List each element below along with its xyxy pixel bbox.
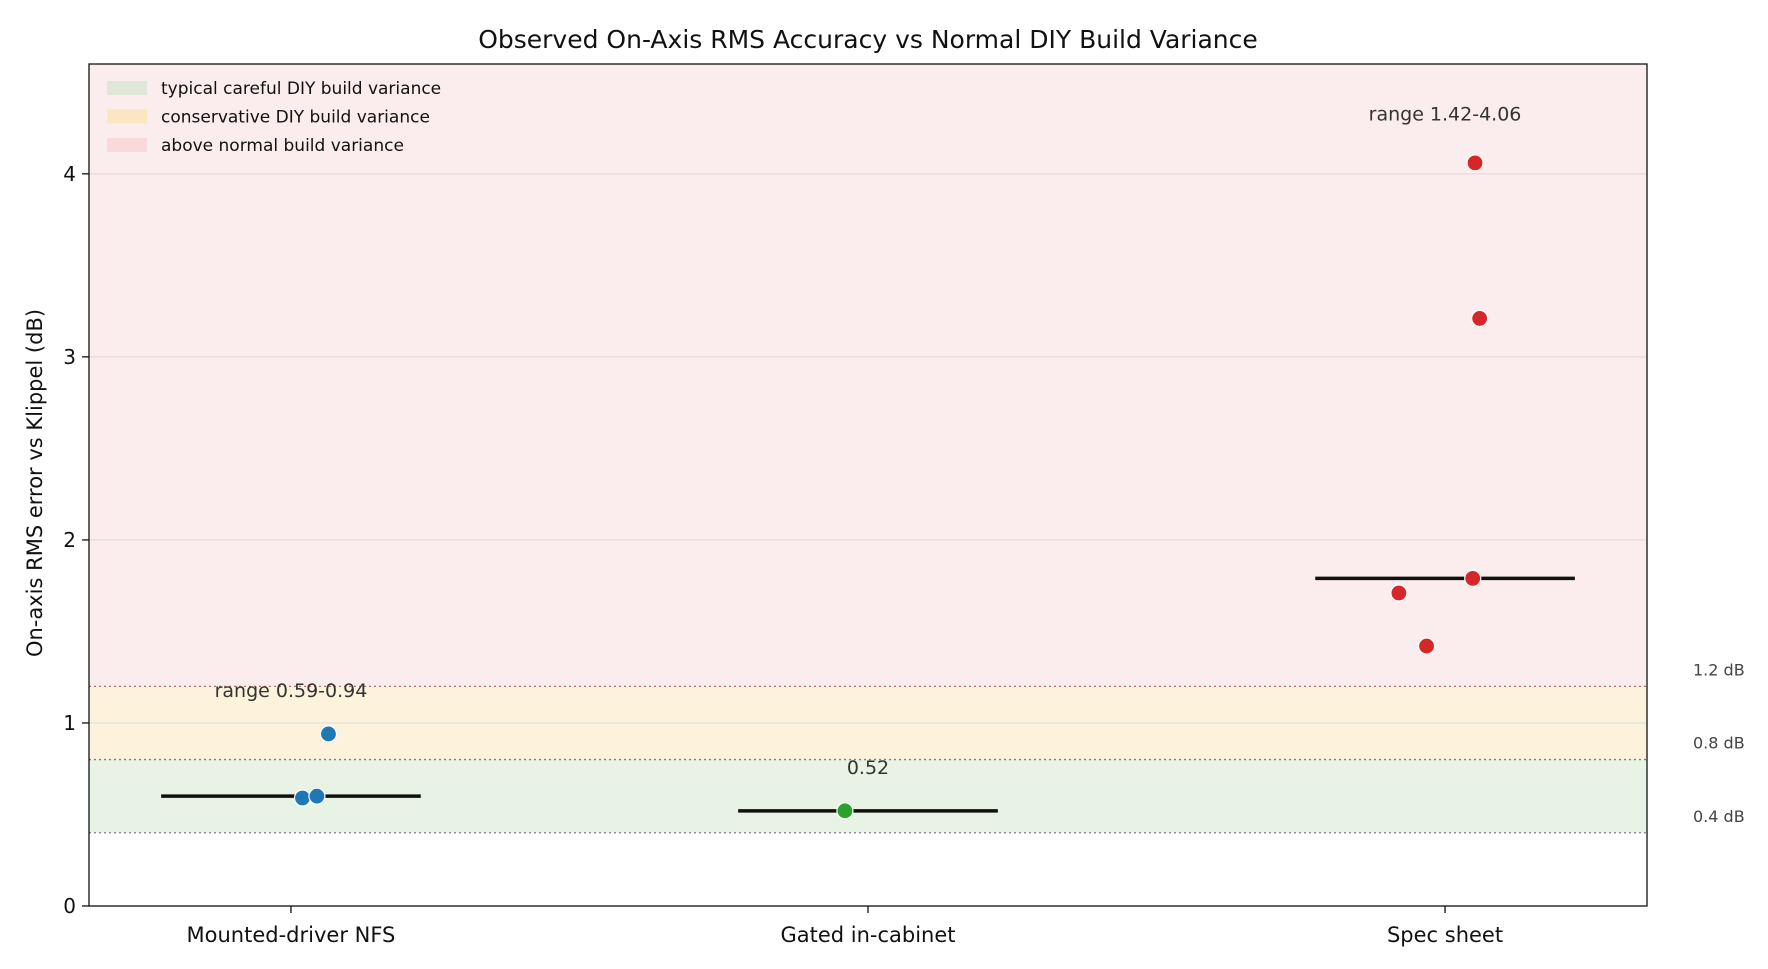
annotations: range 0.59-0.94 0.52 range 1.42-4.06 xyxy=(215,103,1522,778)
annotation: range 1.42-4.06 xyxy=(1369,103,1522,125)
threshold-label: 1.2 dB xyxy=(1693,660,1745,679)
data-points xyxy=(293,154,1489,820)
gridlines xyxy=(89,173,1647,724)
x-axis: Mounted-driver NFS Gated in-cabinet Spec s… xyxy=(187,906,1503,947)
annotation: 0.52 xyxy=(847,757,889,779)
median-lines xyxy=(161,576,1575,813)
y-tick-label: 2 xyxy=(63,528,76,552)
y-tick-label: 1 xyxy=(63,711,76,735)
legend-swatch xyxy=(107,138,147,152)
legend: typical careful DIY build variance conser… xyxy=(107,79,441,156)
legend-label: typical careful DIY build variance xyxy=(161,79,441,99)
data-point xyxy=(1417,637,1436,655)
y-tick-label: 3 xyxy=(63,345,76,369)
data-point xyxy=(1466,154,1484,172)
y-axis: 0 1 2 3 4 xyxy=(63,162,89,918)
chart-title: Observed On-Axis RMS Accuracy vs Normal … xyxy=(478,25,1258,54)
threshold-lines: 0.4 dB 0.8 dB 1.2 dB xyxy=(89,660,1745,834)
legend-swatch xyxy=(107,81,147,95)
data-point xyxy=(1471,309,1489,328)
y-tick-label: 4 xyxy=(63,162,76,186)
legend-label: above normal build variance xyxy=(161,136,404,156)
data-point xyxy=(836,802,854,820)
data-point xyxy=(308,787,326,805)
x-tick-label: Gated in-cabinet xyxy=(780,923,955,947)
annotation: range 0.59-0.94 xyxy=(215,680,368,702)
data-point xyxy=(1390,584,1408,602)
legend-swatch xyxy=(107,109,147,124)
variance-bands xyxy=(89,64,1647,833)
x-tick-label: Mounted-driver NFS xyxy=(187,923,396,947)
data-point xyxy=(293,789,312,807)
y-tick-label: 0 xyxy=(63,894,76,918)
data-point xyxy=(1464,569,1482,587)
data-point xyxy=(319,725,338,743)
band-2 xyxy=(89,64,1647,687)
legend-label: conservative DIY build variance xyxy=(161,108,430,128)
threshold-label: 0.4 dB xyxy=(1693,807,1745,826)
y-axis-label: On-axis RMS error vs Klippel (dB) xyxy=(23,309,47,657)
x-tick-label: Spec sheet xyxy=(1387,923,1503,947)
threshold-label: 0.8 dB xyxy=(1693,734,1745,753)
